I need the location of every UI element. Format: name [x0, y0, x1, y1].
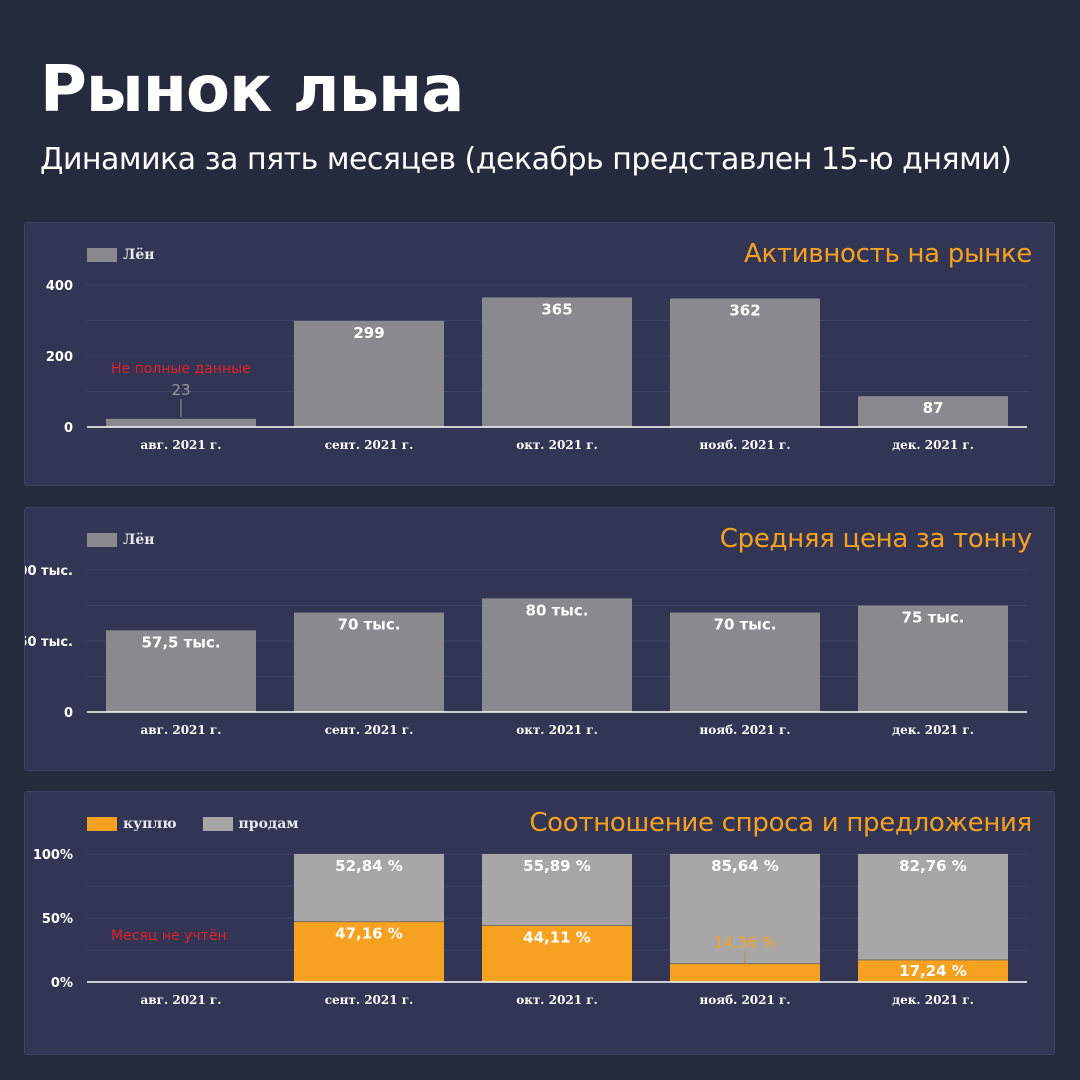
x-tick-label: дек. 2021 г.	[892, 993, 974, 1007]
legend: Лён	[87, 532, 155, 548]
chart-panel-price: Лён Средняя цена за тонну 0 50 тыс. 100 ты…	[24, 507, 1055, 771]
incomplete-data-note: Не полные данные	[111, 361, 251, 377]
data-label-buy: 14,36 %	[714, 934, 776, 952]
bar	[294, 612, 444, 712]
chart-svg-activity: 0 200 400 авг. 2021 г. сент. 2021 г. окт. 202…	[46, 279, 1027, 452]
y-tick-label: 100 тыс.	[25, 564, 73, 579]
chart-title: Активность на рынке	[743, 239, 1032, 269]
legend-label-flax: Лён	[123, 247, 155, 263]
data-label: 362	[729, 301, 760, 319]
bar	[482, 297, 632, 427]
page-subtitle: Динамика за пять месяцев (декабрь предст…	[40, 142, 1012, 177]
bar	[106, 630, 256, 712]
bar	[106, 418, 256, 427]
bar-buy	[482, 925, 632, 982]
x-tick-label: нояб. 2021 г.	[699, 993, 790, 1007]
data-label: 57,5 тыс.	[141, 633, 220, 651]
y-tick-label: 50 тыс.	[25, 635, 73, 650]
x-tick-label: нояб. 2021 г.	[699, 723, 790, 737]
data-label: 299	[353, 324, 384, 342]
data-label: 365	[541, 300, 572, 318]
x-tick-label: окт. 2021 г.	[516, 438, 598, 452]
y-tick-label: 0	[64, 421, 73, 436]
legend-item-flax: Лён	[87, 247, 155, 263]
chart-panel-ratio: куплю продам Соотношение спроса и предло…	[24, 791, 1055, 1055]
chart-svg-ratio: 0% 50% 100% авг. 2021 г. сент. 2021 г. окт. 2…	[33, 848, 1027, 1007]
y-tick-label: 50%	[42, 912, 73, 927]
legend-swatch-buy	[87, 817, 117, 831]
legend-swatch-flax	[87, 533, 117, 547]
legend-label-flax: Лён	[123, 532, 155, 548]
data-label-sell: 52,84 %	[335, 857, 403, 875]
data-label-buy: 47,16 %	[335, 925, 403, 943]
data-label-sell: 55,89 %	[523, 857, 591, 875]
bar-sell	[482, 854, 632, 926]
chart-title: Соотношение спроса и предложения	[529, 808, 1032, 838]
x-tick-label: нояб. 2021 г.	[699, 438, 790, 452]
x-tick-label: авг. 2021 г.	[141, 723, 222, 737]
x-tick-label: окт. 2021 г.	[516, 723, 598, 737]
legend-item-buy: куплю	[87, 816, 177, 832]
bar-sell	[858, 854, 1008, 960]
legend: Лён	[87, 247, 155, 263]
chart-svg-price: 0 50 тыс. 100 тыс. авг. 2021 г. сент. 2021 г…	[25, 564, 1027, 737]
data-label: 87	[923, 399, 944, 417]
x-tick-label: авг. 2021 г.	[141, 993, 222, 1007]
data-label: 70 тыс.	[714, 616, 777, 634]
legend-item-sell: продам	[202, 816, 299, 832]
data-label-sell: 82,76 %	[899, 857, 967, 875]
y-tick-label: 200	[46, 350, 73, 365]
bar	[858, 605, 1008, 712]
legend-swatch-flax	[87, 248, 117, 262]
y-tick-label: 0	[64, 706, 73, 721]
data-label: 70 тыс.	[338, 616, 401, 634]
data-label-buy: 44,11 %	[523, 929, 591, 947]
data-label-sell: 85,64 %	[711, 857, 779, 875]
bar	[482, 598, 632, 712]
data-label-buy: 17,24 %	[899, 962, 967, 980]
legend-label-buy: куплю	[123, 816, 177, 832]
data-label: 80 тыс.	[526, 601, 589, 619]
data-label: 75 тыс.	[902, 609, 965, 627]
bar-sell	[670, 854, 820, 964]
month-excluded-note: Месяц не учтён	[111, 928, 227, 944]
legend-item-flax: Лён	[87, 532, 155, 548]
bar-sell	[294, 854, 444, 922]
chart-panel-activity: Лён Активность на рынке 0 200 400 авг. 2021…	[24, 222, 1055, 486]
chart-title: Средняя цена за тонну	[719, 524, 1033, 554]
page-title: Рынок льна	[40, 53, 464, 127]
x-tick-label: сент. 2021 г.	[325, 993, 414, 1007]
x-tick-label: дек. 2021 г.	[892, 438, 974, 452]
bar-buy	[670, 963, 820, 982]
data-label: 23	[171, 381, 190, 399]
bar	[858, 396, 1008, 427]
bar	[670, 298, 820, 427]
x-tick-label: сент. 2021 г.	[325, 723, 414, 737]
x-tick-label: авг. 2021 г.	[141, 438, 222, 452]
legend-swatch-sell	[202, 817, 233, 831]
y-tick-label: 400	[46, 279, 73, 294]
y-tick-label: 100%	[33, 848, 73, 863]
bar-buy	[858, 959, 1008, 982]
x-tick-label: окт. 2021 г.	[516, 993, 598, 1007]
bar	[294, 320, 444, 427]
y-tick-label: 0%	[51, 976, 73, 991]
bar	[670, 612, 820, 712]
x-tick-label: дек. 2021 г.	[892, 723, 974, 737]
x-tick-label: сент. 2021 г.	[325, 438, 414, 452]
legend-label-sell: продам	[238, 816, 299, 832]
legend: куплю продам	[87, 816, 298, 832]
bar-buy	[294, 921, 444, 982]
